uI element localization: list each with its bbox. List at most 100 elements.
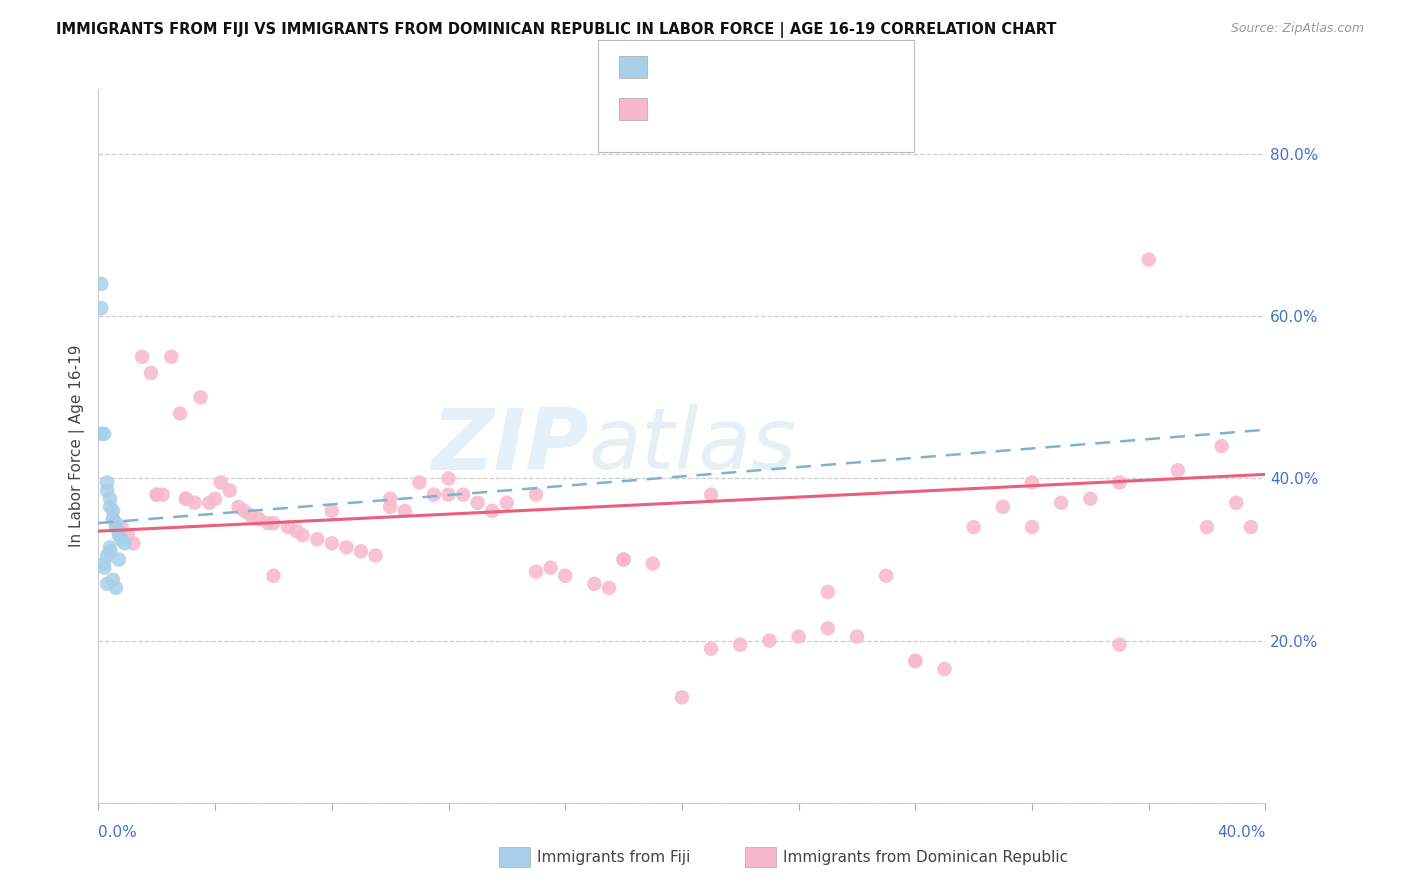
Point xyxy=(104,516,127,530)
Text: R = 0.124   N = 25: R = 0.124 N = 25 xyxy=(658,64,815,82)
Point xyxy=(1195,520,1218,534)
Point xyxy=(1108,475,1130,490)
Point xyxy=(1021,475,1043,490)
Point xyxy=(728,638,751,652)
Point xyxy=(1021,520,1043,534)
Point xyxy=(262,516,284,530)
Point xyxy=(540,560,562,574)
Point xyxy=(817,622,839,636)
Point xyxy=(104,581,127,595)
Text: Immigrants from Dominican Republic: Immigrants from Dominican Republic xyxy=(783,850,1069,864)
Point xyxy=(1080,491,1102,506)
Point xyxy=(671,690,693,705)
Point xyxy=(131,350,153,364)
Point xyxy=(335,541,357,555)
Point xyxy=(183,496,205,510)
Point xyxy=(169,407,191,421)
Point xyxy=(239,508,262,522)
Point xyxy=(467,496,489,510)
Point xyxy=(1240,520,1263,534)
Point xyxy=(111,533,134,547)
Point xyxy=(437,471,460,485)
Y-axis label: In Labor Force | Age 16-19: In Labor Force | Age 16-19 xyxy=(69,344,84,548)
Point xyxy=(98,491,121,506)
Point xyxy=(101,512,124,526)
Text: Immigrants from Fiji: Immigrants from Fiji xyxy=(537,850,690,864)
Point xyxy=(612,552,634,566)
Point xyxy=(321,504,343,518)
Point xyxy=(96,549,118,563)
Point xyxy=(101,512,124,526)
Point xyxy=(524,488,547,502)
Point xyxy=(98,541,121,555)
Point xyxy=(122,536,145,550)
Point xyxy=(700,641,723,656)
Point xyxy=(481,504,503,518)
Text: 0.0%: 0.0% xyxy=(98,825,138,840)
Point xyxy=(218,483,240,498)
Text: ZIP: ZIP xyxy=(430,404,589,488)
Point xyxy=(962,520,984,534)
Point xyxy=(262,568,284,582)
Point xyxy=(139,366,162,380)
Point xyxy=(904,654,927,668)
Point xyxy=(93,560,115,574)
Point xyxy=(90,301,112,315)
Point xyxy=(108,524,131,538)
Point xyxy=(174,491,197,506)
Point xyxy=(321,536,343,550)
Point xyxy=(285,524,308,538)
Point xyxy=(904,654,927,668)
Point xyxy=(90,426,112,441)
Point xyxy=(101,573,124,587)
Point xyxy=(451,488,474,502)
Point xyxy=(108,528,131,542)
Point xyxy=(190,390,212,404)
Point xyxy=(96,483,118,498)
Point xyxy=(174,491,197,506)
Point xyxy=(98,544,121,558)
Point xyxy=(247,512,270,526)
Point xyxy=(256,516,278,530)
Point xyxy=(437,488,460,502)
Point xyxy=(495,496,517,510)
Point xyxy=(817,585,839,599)
Point xyxy=(291,528,314,542)
Point xyxy=(758,633,780,648)
Point xyxy=(228,500,250,514)
Point xyxy=(108,552,131,566)
Point xyxy=(875,568,897,582)
Point xyxy=(160,350,183,364)
Point xyxy=(1167,463,1189,477)
Point xyxy=(423,488,446,502)
Point xyxy=(146,488,169,502)
Point xyxy=(1211,439,1233,453)
Point xyxy=(101,504,124,518)
Point xyxy=(934,662,956,676)
Point xyxy=(307,533,329,547)
Point xyxy=(96,475,118,490)
Point xyxy=(152,488,174,502)
Text: IMMIGRANTS FROM FIJI VS IMMIGRANTS FROM DOMINICAN REPUBLIC IN LABOR FORCE | AGE : IMMIGRANTS FROM FIJI VS IMMIGRANTS FROM … xyxy=(56,22,1057,38)
Point xyxy=(204,491,226,506)
Point xyxy=(96,577,118,591)
Point xyxy=(111,520,134,534)
Point xyxy=(845,630,868,644)
Point xyxy=(787,630,810,644)
Point xyxy=(277,520,299,534)
Point xyxy=(378,500,402,514)
Point xyxy=(117,528,139,542)
Point xyxy=(364,549,387,563)
Point xyxy=(146,488,169,502)
Point xyxy=(114,536,136,550)
Point xyxy=(1225,496,1247,510)
Point xyxy=(93,557,115,571)
Point xyxy=(104,520,127,534)
Point xyxy=(350,544,373,558)
Point xyxy=(583,577,606,591)
Point xyxy=(394,504,416,518)
Point xyxy=(641,557,664,571)
Point xyxy=(98,500,121,514)
Point xyxy=(554,568,576,582)
Point xyxy=(198,496,221,510)
